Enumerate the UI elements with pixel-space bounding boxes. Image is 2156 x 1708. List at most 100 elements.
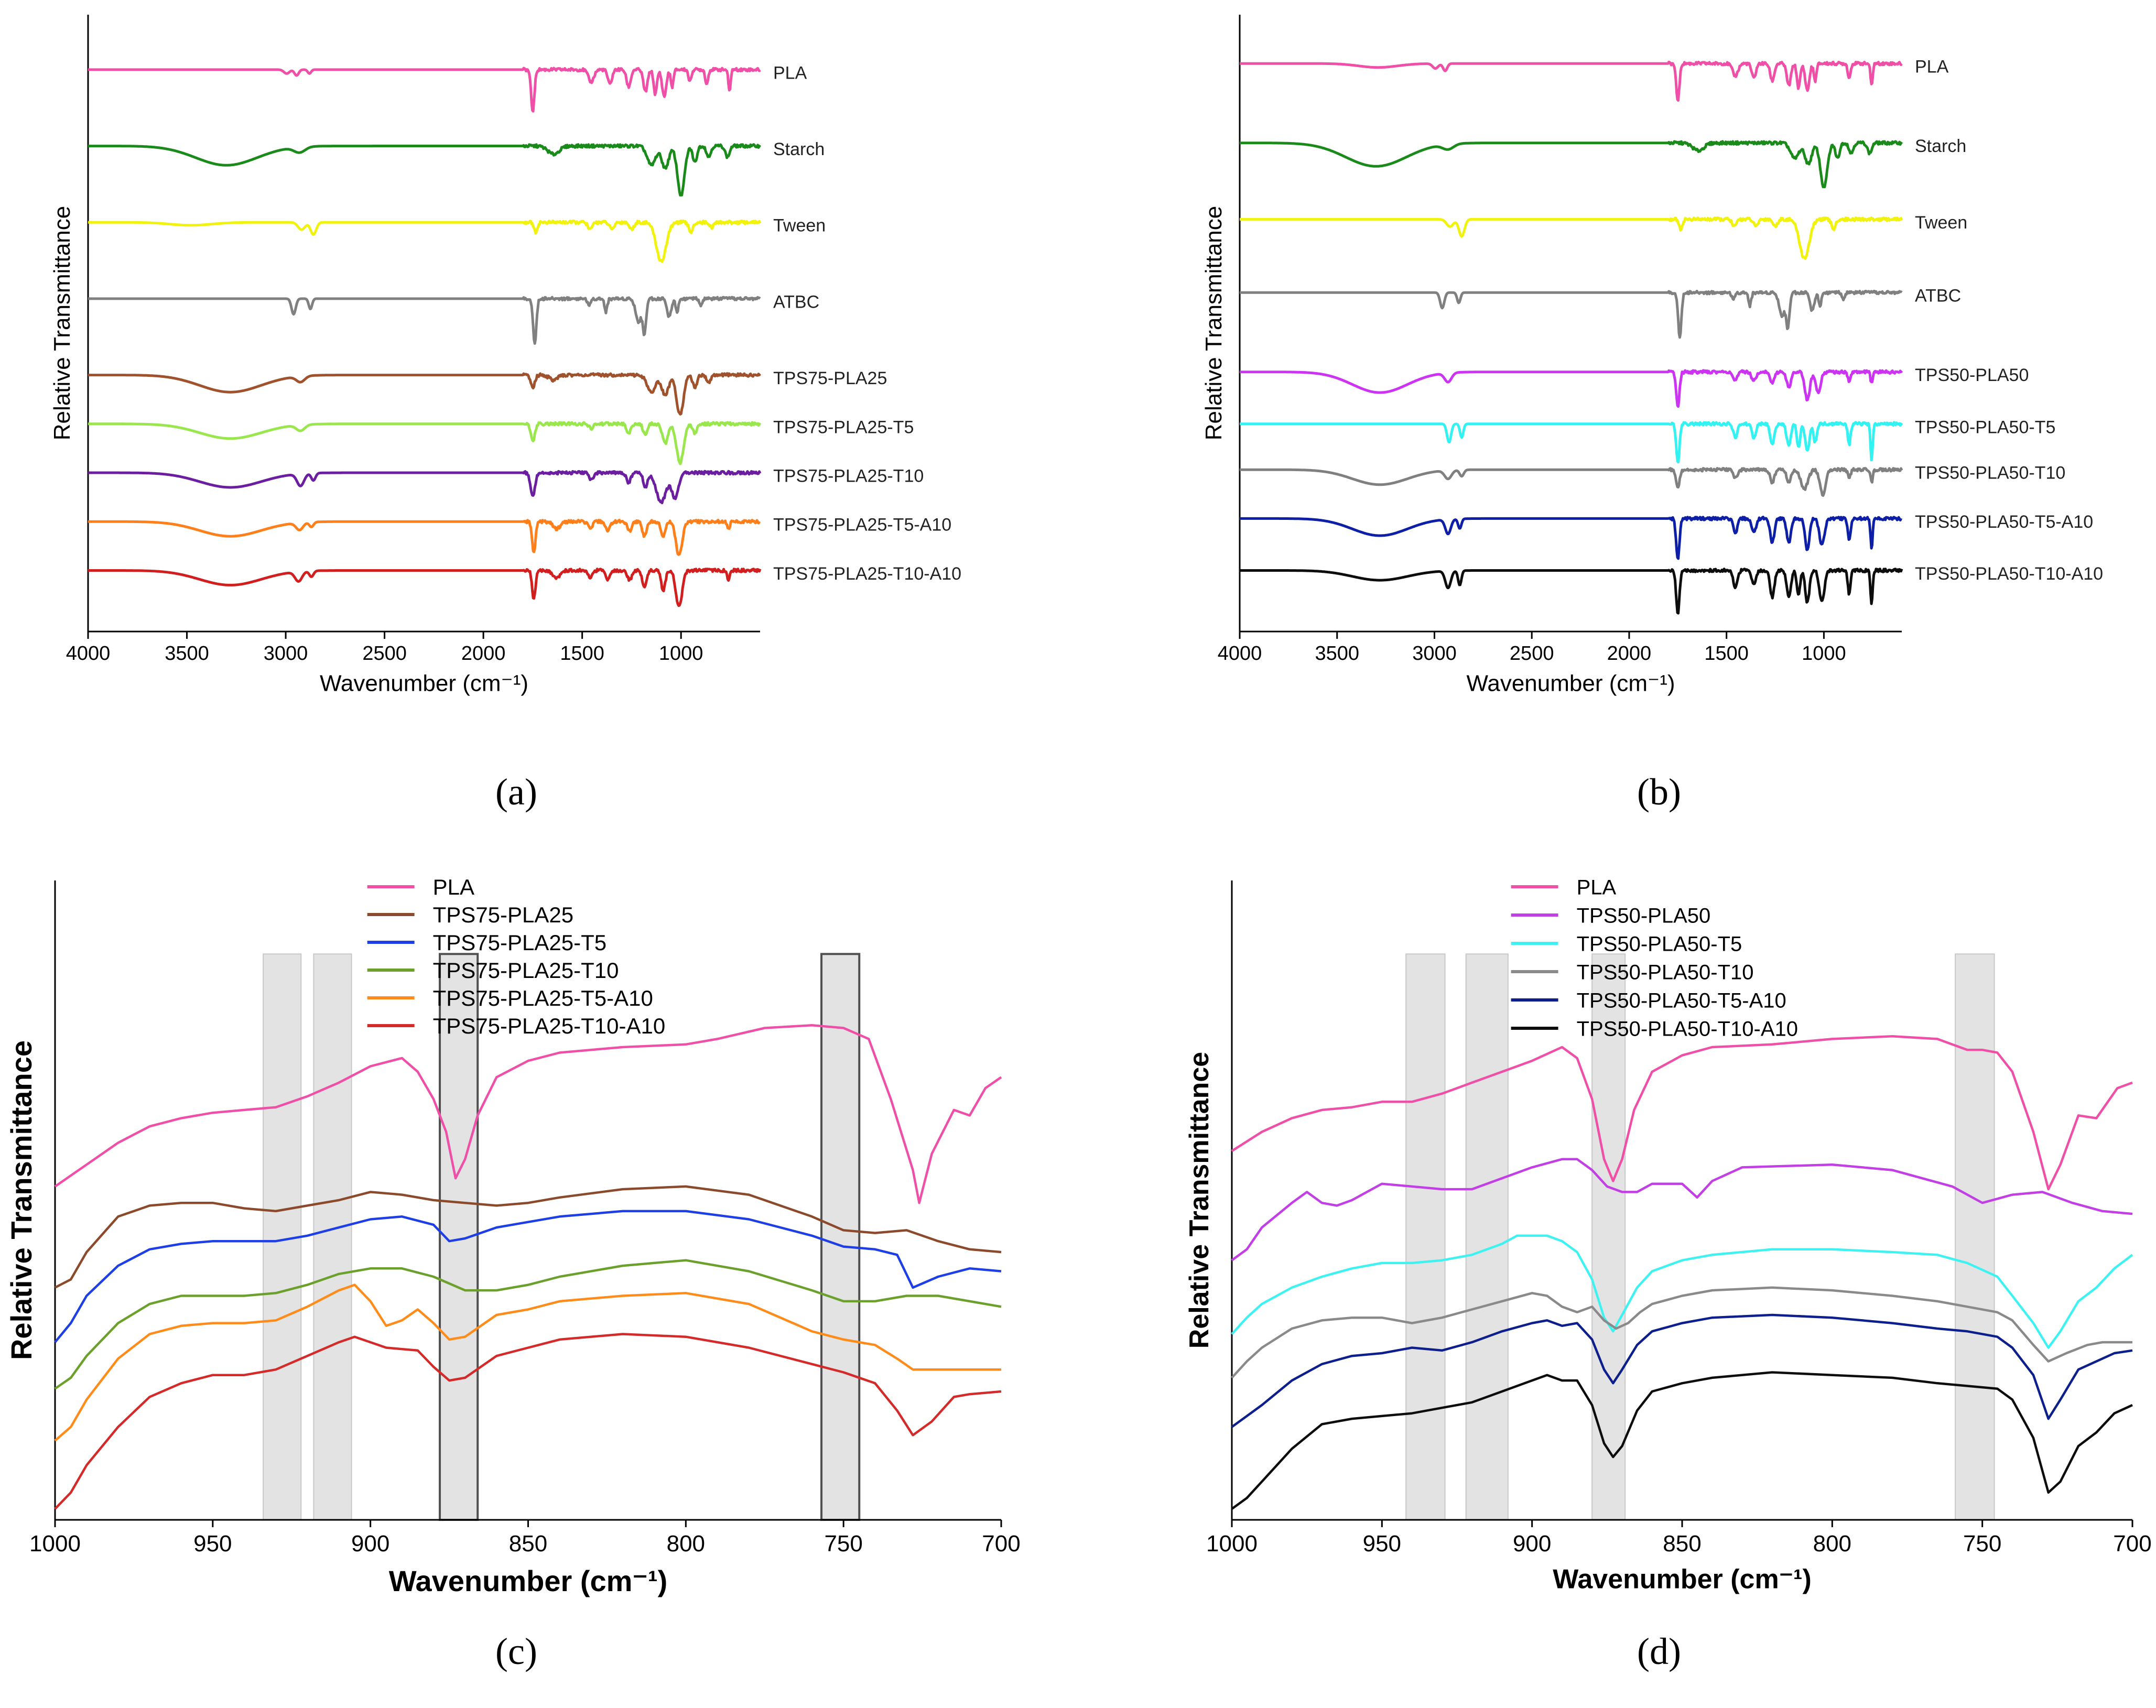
series-line-TPS50-PLA50 [1239, 369, 1903, 408]
legend-label-TPS50-PLA50: TPS50-PLA50 [1577, 904, 1711, 927]
x-tick-label: 800 [1813, 1531, 1851, 1557]
series-line-TPS50-PLA50-T5-A10 [1239, 516, 1903, 560]
series-line-TPS50-PLA50-T5-A10 [1231, 1313, 2133, 1428]
series-label-TPS50-PLA50-T10-A10: TPS50-PLA50-T10-A10 [1915, 564, 2103, 584]
series-line-TPS75-PLA25 [88, 372, 762, 416]
series-label-TPS50-PLA50-T5-A10: TPS50-PLA50-T5-A10 [1915, 512, 2093, 532]
x-tick-label: 2000 [1607, 643, 1652, 665]
legend-label-PLA: PLA [433, 875, 474, 899]
panel-label-d: (d) [1637, 1630, 1681, 1672]
series-line-PLA [88, 67, 761, 113]
series-label-Tween: Tween [773, 216, 826, 236]
x-tick-label: 2500 [362, 643, 407, 665]
series-label-ATBC: ATBC [1915, 286, 1961, 306]
x-tick-label: 950 [1363, 1531, 1401, 1557]
legend-label-PLA: PLA [1577, 876, 1617, 899]
x-tick-label: 900 [1513, 1531, 1551, 1557]
series-line-TPS75-PLA25-T10 [54, 1259, 1002, 1390]
x-axis-title: Wavenumber (cm⁻¹) [389, 1564, 668, 1597]
x-tick-label: 700 [982, 1531, 1020, 1557]
x-tick-label: 2000 [461, 643, 506, 665]
x-tick-label: 1000 [659, 643, 703, 665]
series-label-TPS75-PLA25-T5: TPS75-PLA25-T5 [773, 417, 914, 437]
y-axis-title: Relative Transmittance [5, 1040, 38, 1360]
series-line-TPS75-PLA25-T10 [88, 470, 762, 505]
series-line-Tween [1239, 216, 1903, 260]
x-tick-label: 900 [351, 1531, 389, 1557]
series-line-Tween [88, 219, 762, 263]
x-axis-title: Wavenumber (cm⁻¹) [1466, 670, 1675, 696]
series-line-TPS75-PLA25-T10-A10 [88, 568, 762, 607]
x-axis-title: Wavenumber (cm⁻¹) [320, 670, 528, 696]
y-axis-title: Relative Transmittance [1184, 1052, 1215, 1348]
series-line-PLA [54, 1024, 1002, 1204]
x-tick-label: 3000 [1412, 643, 1457, 665]
series-line-ATBC [1239, 289, 1903, 339]
panel-b-chart: 4000 3500 3000 2500 2000 1500 1000 Wavenumber (… [1201, 15, 2103, 696]
panel-label-a: (a) [495, 771, 537, 813]
x-tick-label: 750 [824, 1531, 862, 1557]
x-tick-label: 850 [1663, 1531, 1701, 1557]
x-tick-label: 1000 [1206, 1531, 1258, 1557]
series-line-TPS50-PLA50-T10 [1239, 467, 1903, 497]
series-line-TPS75-PLA25-T5-A10 [54, 1283, 1001, 1442]
series-line-PLA [1231, 1035, 2133, 1191]
legend-label-TPS75-PLA25-T5-A10: TPS75-PLA25-T5-A10 [433, 986, 653, 1010]
legend-label-TPS75-PLA25-T10-A10: TPS75-PLA25-T10-A10 [433, 1014, 666, 1038]
series-label-Starch: Starch [1915, 136, 1966, 156]
y-axis-title: Relative Transmittance [49, 206, 75, 441]
panel-label-b: (b) [1637, 771, 1681, 813]
highlight-band-4 [820, 953, 861, 1521]
series-line-TPS75-PLA25-T5 [54, 1210, 1002, 1343]
highlight-band-4 [1955, 953, 1995, 1520]
series-label-TPS50-PLA50-T10: TPS50-PLA50-T10 [1915, 463, 2065, 483]
x-tick-label: 950 [193, 1531, 232, 1557]
y-axis-title: Relative Transmittance [1201, 206, 1227, 441]
series-label-Starch: Starch [773, 139, 825, 159]
panel-label-c: (c) [495, 1630, 537, 1672]
legend-label-TPS50-PLA50-T5-A10: TPS50-PLA50-T5-A10 [1577, 989, 1786, 1012]
highlight-band-1 [1405, 953, 1446, 1520]
series-line-TPS50-PLA50-T10-A10 [1231, 1371, 2133, 1510]
series-line-TPS75-PLA25 [54, 1185, 1002, 1289]
x-tick-label: 3500 [1315, 643, 1359, 665]
x-tick-label: 4000 [1218, 643, 1262, 665]
legend-label-TPS50-PLA50-T10-A10: TPS50-PLA50-T10-A10 [1577, 1017, 1798, 1040]
series-line-Starch [88, 143, 762, 197]
series-label-TPS75-PLA25-T10: TPS75-PLA25-T10 [773, 466, 924, 486]
legend-label-TPS75-PLA25-T10: TPS75-PLA25-T10 [433, 958, 619, 983]
x-tick-label: 3000 [264, 643, 308, 665]
legend-label-TPS50-PLA50-T5: TPS50-PLA50-T5 [1577, 932, 1742, 955]
x-tick-label: 700 [2113, 1531, 2151, 1557]
x-tick-label: 1500 [1704, 643, 1749, 665]
series-line-TPS50-PLA50-T10-A10 [1239, 568, 1903, 615]
series-line-Starch [1239, 140, 1903, 189]
series-label-TPS75-PLA25: TPS75-PLA25 [773, 368, 887, 388]
x-tick-label: 2500 [1510, 643, 1554, 665]
x-tick-label: 1500 [560, 643, 604, 665]
x-tick-label: 1000 [29, 1531, 81, 1557]
series-line-TPS50-PLA50-T5 [1231, 1234, 2133, 1349]
series-label-PLA: PLA [773, 63, 807, 83]
highlight-band-2 [313, 953, 352, 1520]
panel-a-chart: 4000 3500 3000 2500 2000 1500 1000 Wavenumber (… [49, 15, 961, 696]
highlight-band-2 [1465, 953, 1509, 1520]
legend-label-TPS75-PLA25: TPS75-PLA25 [433, 902, 574, 927]
series-line-TPS50-PLA50-T5 [1239, 421, 1903, 464]
series-line-TPS50-PLA50-T10 [1231, 1286, 2132, 1379]
panel-c-chart: 1000 950 900 850 800 750 700 Wavenumber (cm⁻¹) R… [5, 875, 1021, 1597]
x-tick-label: 3500 [165, 643, 209, 665]
series-label-TPS50-PLA50: TPS50-PLA50 [1915, 365, 2029, 385]
series-line-TPS75-PLA25-T5 [88, 421, 762, 465]
series-line-TPS75-PLA25-T10-A10 [54, 1333, 1002, 1510]
series-line-TPS75-PLA25-T5-A10 [88, 518, 761, 556]
x-tick-label: 750 [1963, 1531, 2001, 1557]
series-label-TPS50-PLA50-T5: TPS50-PLA50-T5 [1915, 417, 2055, 437]
x-tick-label: 4000 [66, 643, 111, 665]
legend-label-TPS50-PLA50-T10: TPS50-PLA50-T10 [1577, 961, 1754, 984]
series-label-PLA: PLA [1915, 57, 1949, 77]
legend-label-TPS75-PLA25-T5: TPS75-PLA25-T5 [433, 930, 607, 955]
series-line-PLA [1239, 60, 1903, 102]
series-line-TPS50-PLA50 [1231, 1158, 2133, 1261]
